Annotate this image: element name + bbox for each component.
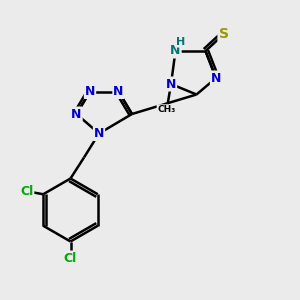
Text: N: N: [71, 107, 82, 121]
Text: Cl: Cl: [64, 251, 77, 265]
Text: N: N: [94, 127, 104, 140]
Text: N: N: [85, 85, 95, 98]
Text: N: N: [166, 77, 176, 91]
Text: CH₃: CH₃: [158, 105, 175, 114]
Text: H: H: [176, 37, 185, 47]
Text: Cl: Cl: [20, 185, 33, 198]
Text: N: N: [211, 71, 221, 85]
Text: N: N: [170, 44, 181, 58]
Text: S: S: [218, 28, 229, 41]
Text: N: N: [113, 85, 124, 98]
